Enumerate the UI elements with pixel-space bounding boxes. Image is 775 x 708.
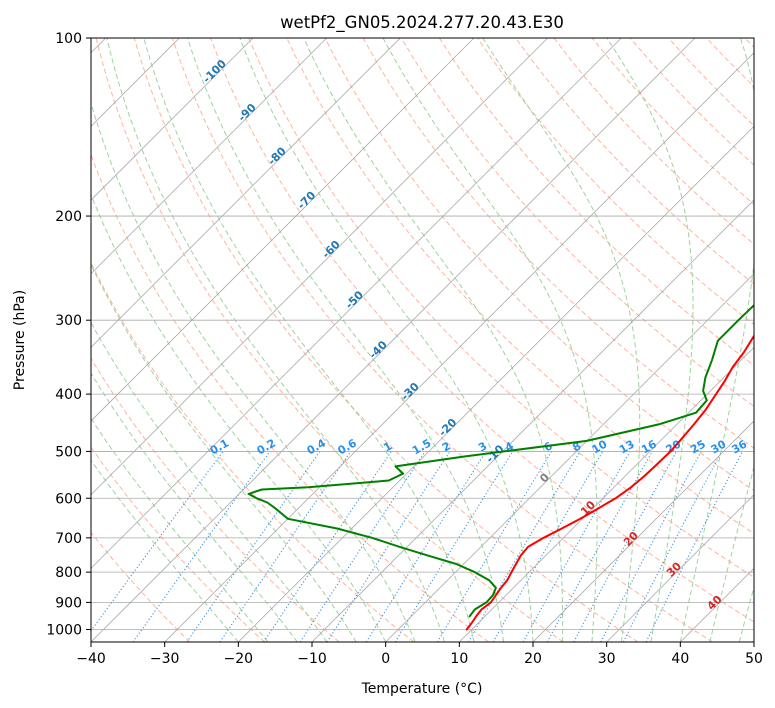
moist-adiabat-line xyxy=(143,38,475,642)
mixing-ratio-line xyxy=(219,451,352,642)
x-tick-label: −40 xyxy=(76,651,106,667)
dry-adiabat-line xyxy=(133,38,639,642)
x-tick-label: 20 xyxy=(524,651,542,667)
moist-adiabat-line xyxy=(738,585,754,642)
y-tick-label: 900 xyxy=(55,595,82,611)
y-axis-title: Pressure (hPa) xyxy=(12,290,28,390)
isotherm-line xyxy=(459,346,754,642)
x-axis-ticks: −40 −30 −20 −10 0 10 20 30 40 50 xyxy=(76,642,763,667)
isotherm-line xyxy=(91,38,696,642)
y-tick-label: 800 xyxy=(55,565,82,581)
x-tick-label: 50 xyxy=(745,651,763,667)
mixing-ratio-line xyxy=(326,451,451,642)
x-tick-label: 0 xyxy=(381,651,390,667)
isotherm-line xyxy=(91,38,254,201)
dry-adiabat-line xyxy=(248,38,754,578)
y-tick-label: 100 xyxy=(55,31,82,47)
y-tick-label: 700 xyxy=(55,531,82,547)
dry-adiabat-line xyxy=(324,38,754,492)
isotherm-line xyxy=(311,199,754,642)
dry-adiabat-line xyxy=(438,38,754,366)
dry-adiabat-line xyxy=(91,446,265,642)
x-tick-label: 30 xyxy=(598,651,616,667)
isotherm-line xyxy=(91,38,548,496)
y-tick-label: 300 xyxy=(55,313,82,329)
moist-adiabat-line xyxy=(679,38,754,642)
x-tick-label: −20 xyxy=(224,651,254,667)
dry-adiabat-line xyxy=(515,38,754,285)
isotherm-line xyxy=(91,38,327,275)
dry-adiabat-line xyxy=(91,357,340,642)
isobar-gridlines xyxy=(91,38,754,630)
mixing-ratio-line xyxy=(299,451,426,642)
moist-adiabat-line xyxy=(91,263,357,642)
plot-frame xyxy=(90,37,755,643)
moist-adiabat-line xyxy=(382,38,598,642)
x-tick-label: −10 xyxy=(297,651,327,667)
mixing-ratio-line xyxy=(365,451,487,642)
x-axis-title: Temperature (°C) xyxy=(361,681,483,697)
dry-adiabat-line xyxy=(210,38,754,623)
moist-adiabat-line xyxy=(91,459,239,642)
moist-adiabat-line xyxy=(239,38,534,642)
dewpoint-profile-line xyxy=(247,303,754,618)
moist-adiabat-line xyxy=(303,38,564,642)
x-tick-label: −30 xyxy=(150,651,180,667)
moist-adiabats xyxy=(91,38,754,642)
temperature-profile-line xyxy=(465,334,754,631)
dry-adiabat-line xyxy=(95,38,564,642)
isotherm-line xyxy=(532,420,754,642)
moist-adiabat-line xyxy=(709,465,754,642)
mixing-ratio-line xyxy=(546,451,653,642)
y-tick-label: 500 xyxy=(55,444,82,460)
y-tick-label: 200 xyxy=(55,209,82,225)
y-axis-ticks: 100 200 300 400 500 600 700 800 900 1000 xyxy=(46,31,91,638)
moist-adiabat-line xyxy=(606,38,694,642)
dry-adiabat-line xyxy=(91,153,489,642)
x-tick-label: 10 xyxy=(450,651,468,667)
isotherm-line xyxy=(385,273,754,642)
moist-adiabat-line xyxy=(91,417,269,642)
isotherms xyxy=(91,38,754,642)
sounding-profiles xyxy=(247,303,754,631)
chart-title: wetPf2_GN05.2024.277.20.43.E30 xyxy=(280,13,564,33)
isotherm-line xyxy=(91,38,622,569)
mixing-ratio-line xyxy=(573,451,677,642)
moist-adiabat-line xyxy=(91,193,387,642)
mixing-ratio-line xyxy=(522,451,631,642)
moist-adiabat-line xyxy=(106,38,446,642)
plot-area: 0.1 0.2 0.4 0.6 1 1.5 2 3 4 6 8 10 13 16 20 25 30 36-100-… xyxy=(91,38,754,642)
dry-adiabats xyxy=(91,38,754,642)
dry-adiabat-line xyxy=(171,38,713,642)
y-tick-label: 1000 xyxy=(46,622,82,638)
moist-adiabat-line xyxy=(482,38,641,642)
y-tick-label: 400 xyxy=(55,387,82,403)
mixing-ratio-line xyxy=(263,451,392,642)
dry-adiabat-line xyxy=(400,38,754,408)
isotherm-line xyxy=(606,494,754,642)
moist-adiabat-line xyxy=(91,321,328,642)
isotherm-line xyxy=(91,38,401,348)
isotherm-line xyxy=(91,38,475,422)
isotherm-line xyxy=(238,125,754,642)
y-tick-label: 600 xyxy=(55,491,82,507)
x-tick-label: 40 xyxy=(671,651,689,667)
isotherm-line xyxy=(164,52,754,642)
mixing-ratio-line xyxy=(468,451,581,642)
moist-adiabat-line xyxy=(187,38,504,642)
dry-adiabat-line xyxy=(91,531,191,642)
